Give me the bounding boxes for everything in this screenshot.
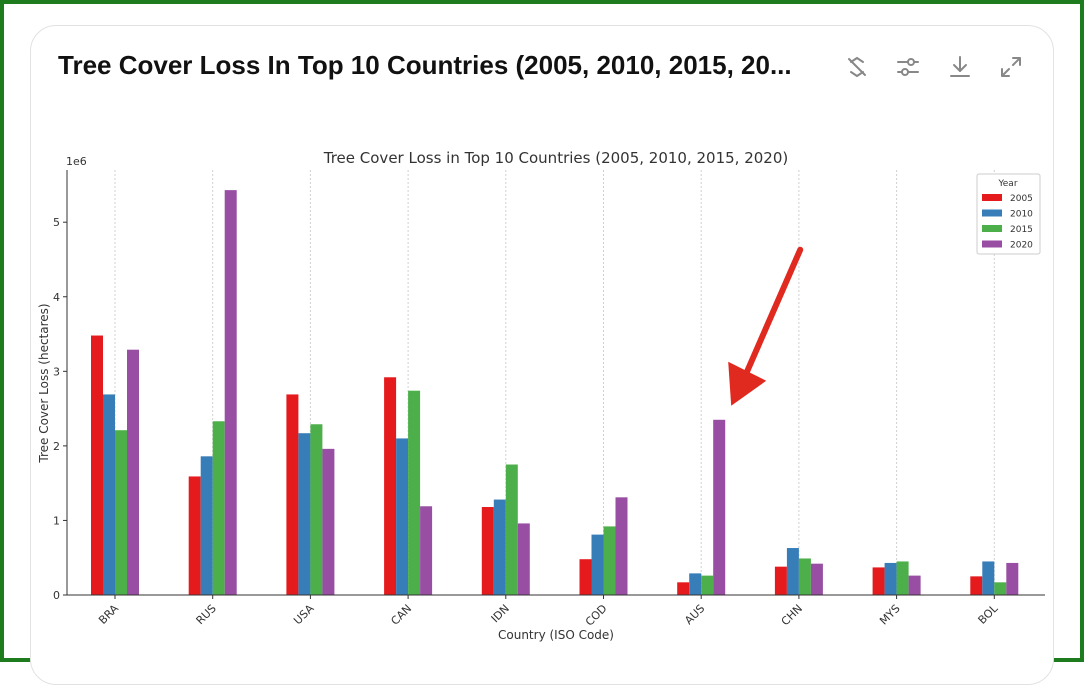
bar-rus-2015	[212, 421, 225, 595]
bar-usa-2010	[298, 433, 311, 595]
bar-cod-2020	[615, 497, 628, 595]
bar-mys-2015	[896, 561, 909, 595]
bar-chn-2015	[798, 558, 811, 595]
x-axis-label: Country (ISO Code)	[498, 628, 614, 642]
hide-code-icon	[848, 56, 866, 78]
legend-label-2015: 2015	[1010, 225, 1033, 235]
bar-can-2010	[396, 438, 409, 595]
x-tick-label-usa: USA	[291, 602, 317, 628]
download-button[interactable]	[943, 50, 977, 84]
y-tick-label-3: 3	[53, 365, 60, 378]
x-tick-label-can: CAN	[388, 602, 414, 628]
bar-bra-2015	[115, 430, 127, 595]
bar-bra-2005	[91, 335, 103, 595]
y-tick-label-5: 5	[53, 216, 60, 229]
annotation-arrow-shaft	[742, 246, 804, 379]
bar-usa-2020	[322, 448, 335, 595]
y-tick-label-4: 4	[53, 291, 60, 304]
y-axis-label: Tree Cover Loss (hectares)	[37, 303, 51, 463]
bar-chn-2010	[786, 548, 799, 595]
annotation-arrow-head	[728, 361, 767, 406]
bar-rus-2010	[200, 456, 213, 595]
legend-swatch-2005	[982, 194, 1002, 201]
bar-bra-2010	[103, 394, 115, 595]
bar-idn-2015	[505, 464, 518, 595]
legend-title: Year	[997, 179, 1017, 189]
y-axis-offset-label: 1e6	[66, 155, 87, 168]
card-toolbar	[838, 50, 1028, 84]
y-tick-label-0: 0	[53, 589, 60, 602]
bar-cod-2015	[603, 526, 616, 595]
bar-rus-2020	[224, 190, 237, 595]
bar-aus-2010	[689, 573, 702, 595]
bar-rus-2005	[188, 476, 201, 595]
adjust-button[interactable]	[891, 50, 925, 84]
download-icon	[950, 56, 970, 77]
adjust-icon	[897, 58, 919, 76]
legend-label-2010: 2010	[1010, 210, 1033, 220]
bar-mys-2020	[908, 575, 921, 595]
x-tick-label-bra: BRA	[96, 602, 121, 627]
legend-label-2005: 2005	[1010, 194, 1033, 204]
bar-idn-2020	[517, 523, 530, 595]
bar-bol-2005	[970, 576, 983, 595]
x-tick-label-cod: COD	[583, 602, 610, 629]
legend-label-2020: 2020	[1010, 241, 1033, 251]
x-tick-label-idn: IDN	[489, 602, 512, 625]
bar-aus-2015	[701, 575, 714, 595]
bar-mys-2010	[884, 562, 897, 595]
bar-can-2020	[420, 506, 433, 595]
bar-bol-2010	[982, 561, 995, 595]
y-tick-label-2: 2	[53, 440, 60, 453]
bar-cod-2005	[579, 559, 592, 595]
tree-cover-loss-chart: 0 1 2 3 4 5 BRA RUS USA CAN IDN COD AUS CHN MYS BOL Tre…	[37, 149, 1045, 642]
bar-chn-2020	[810, 563, 823, 595]
x-tick-label-chn: CHN	[779, 602, 805, 628]
bar-bra-2020	[127, 349, 139, 595]
bar-bol-2020	[1006, 562, 1019, 595]
legend-swatch-2020	[982, 240, 1002, 248]
bar-aus-2005	[677, 582, 690, 595]
bar-cod-2010	[591, 534, 604, 595]
bar-bol-2015	[994, 582, 1007, 595]
expand-icon	[1001, 57, 1021, 77]
x-tick-label-aus: AUS	[682, 602, 707, 627]
bar-can-2015	[408, 390, 421, 595]
bar-idn-2010	[493, 499, 506, 595]
legend-swatch-2015	[982, 225, 1002, 232]
y-tick-label-1: 1	[53, 514, 60, 527]
bar-idn-2005	[481, 507, 494, 595]
hide-code-button[interactable]	[840, 50, 874, 84]
bar-aus-2020	[713, 419, 726, 595]
chart-title: Tree Cover Loss in Top 10 Countries (200…	[323, 149, 788, 167]
bar-usa-2015	[310, 424, 323, 595]
expand-button[interactable]	[994, 50, 1028, 84]
bar-mys-2005	[872, 567, 885, 595]
bar-usa-2005	[286, 394, 299, 595]
bar-can-2005	[384, 377, 397, 595]
x-tick-label-bol: BOL	[976, 601, 1001, 626]
legend-swatch-2010	[982, 209, 1002, 217]
x-tick-label-rus: RUS	[194, 602, 219, 627]
card-title: Tree Cover Loss In Top 10 Countries (200…	[58, 50, 792, 80]
bar-chn-2005	[774, 566, 787, 595]
x-tick-label-mys: MYS	[877, 602, 903, 628]
